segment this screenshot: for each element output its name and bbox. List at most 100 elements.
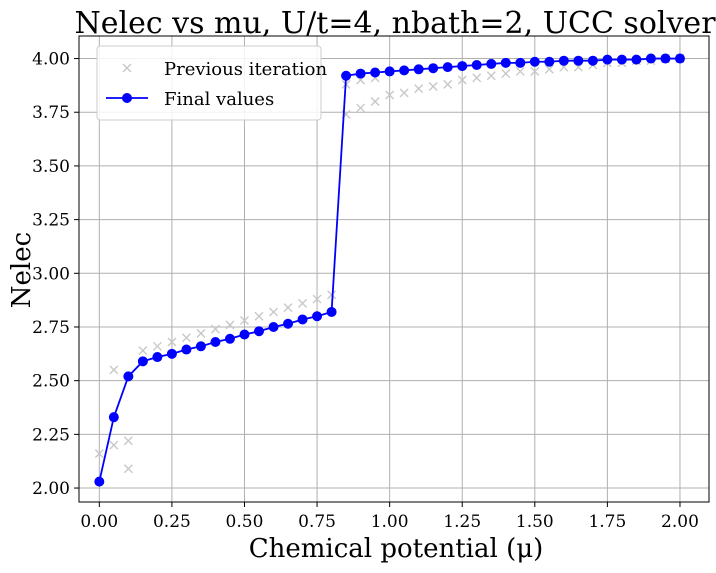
final-values-point [413, 64, 424, 75]
previous-iteration-point [298, 298, 308, 308]
final-values-point [312, 311, 323, 322]
final-values-point [195, 341, 206, 352]
previous-iteration-point [414, 84, 424, 94]
final-values-point [515, 57, 526, 68]
previous-iteration-point [356, 103, 366, 113]
y-tick-label: 2.00 [32, 479, 70, 499]
final-values-point [137, 356, 148, 367]
final-values-point [428, 63, 439, 74]
previous-iteration-point [283, 303, 293, 313]
previous-iteration-point [152, 341, 162, 351]
legend-dot-marker-icon [122, 93, 132, 103]
plot-area-frame [78, 35, 710, 503]
chart-title: Nelec vs mu, U/t=4, nbath=2, UCC solver [74, 6, 716, 41]
y-tick-label: 3.25 [32, 211, 70, 231]
previous-iteration-point [225, 320, 235, 330]
previous-iteration-point [312, 294, 322, 304]
final-values-point [166, 348, 177, 359]
y-tick-label: 2.25 [32, 425, 70, 445]
final-values-point [254, 326, 264, 337]
final-values-point [210, 337, 221, 348]
final-values-point [108, 412, 119, 423]
previous-iteration-point [544, 64, 554, 74]
previous-iteration-point [269, 307, 279, 317]
y-tick-label: 3.00 [32, 264, 70, 284]
x-tick-label: 1.25 [443, 512, 481, 532]
previous-iteration-point [94, 449, 104, 459]
final-values-point [486, 58, 497, 69]
final-values-point [297, 314, 308, 325]
axis-ticks: 0.00 0.25 0.50 0.75 1.00 1.25 1.50 1.75 2.00 2.00… [32, 50, 699, 532]
previous-iteration-point [530, 66, 540, 76]
final-values-point [674, 53, 685, 64]
y-axis-label: Nelec [7, 232, 37, 308]
y-tick-label: 4.00 [32, 50, 70, 70]
final-values-point [442, 62, 453, 73]
x-tick-label: 0.00 [80, 512, 118, 532]
final-values-point [631, 54, 642, 65]
final-values-point [471, 59, 482, 70]
legend-label-previous-iteration: Previous iteration [164, 59, 327, 80]
final-values-point [239, 329, 250, 340]
x-tick-label: 1.00 [371, 512, 409, 532]
final-values-series [94, 53, 685, 487]
legend-item-previous-iteration: Previous iteration [122, 59, 327, 80]
final-values-point [181, 344, 192, 355]
final-values-point [573, 55, 584, 66]
y-tick-label: 3.50 [32, 157, 70, 177]
previous-iteration-point [109, 365, 119, 375]
legend-x-marker [122, 63, 132, 73]
previous-iteration-point [123, 436, 133, 446]
y-tick-label: 2.75 [32, 318, 70, 338]
x-tick-label: 2.00 [661, 512, 699, 532]
previous-iteration-point [210, 324, 220, 334]
previous-iteration-point [239, 316, 249, 326]
legend-item-final-values: Final values [106, 89, 274, 110]
previous-iteration-point [428, 81, 438, 91]
previous-iteration-point [443, 79, 453, 89]
final-values-point [152, 352, 163, 363]
y-tick-label: 3.75 [32, 103, 70, 123]
final-values-point [94, 476, 105, 487]
final-values-point [283, 318, 294, 329]
previous-iteration-point [123, 464, 133, 474]
previous-iteration-point [327, 290, 337, 300]
legend: Previous iteration Final values [96, 45, 327, 121]
final-values-point [660, 53, 671, 64]
legend-x-marker-icon [122, 63, 132, 73]
final-values-point [457, 61, 468, 72]
previous-iteration-point [501, 69, 511, 79]
final-values-point [399, 65, 410, 76]
final-values-point [645, 53, 656, 64]
x-tick-label: 0.25 [153, 512, 191, 532]
final-values-point [500, 57, 511, 68]
previous-iteration-point [254, 311, 264, 321]
final-values-point [224, 333, 235, 344]
y-tick-label: 2.50 [32, 372, 70, 392]
legend-label-final-values: Final values [164, 89, 274, 110]
final-values-point [326, 306, 337, 317]
x-tick-label: 1.75 [588, 512, 626, 532]
final-values-point [384, 66, 395, 77]
previous-iteration-point [196, 328, 206, 338]
previous-iteration-point [167, 337, 177, 347]
final-values-point [370, 67, 381, 78]
final-values-point [602, 54, 613, 65]
final-values-point [616, 54, 627, 65]
x-axis-label: Chemical potential (μ) [249, 534, 544, 564]
x-tick-label: 0.50 [226, 512, 264, 532]
final-values-point [558, 55, 569, 66]
previous-iteration-point [138, 346, 148, 356]
final-values-point [544, 56, 555, 67]
previous-iteration-point [181, 333, 191, 343]
final-values-point [587, 55, 598, 66]
final-values-point [123, 371, 134, 382]
final-values-point [341, 70, 352, 81]
previous-iteration-point [457, 75, 467, 85]
x-tick-label: 0.75 [298, 512, 336, 532]
x-tick-label: 1.50 [516, 512, 554, 532]
previous-iteration-point [370, 97, 380, 106]
previous-iteration-point [399, 88, 409, 98]
previous-iteration-point [385, 90, 395, 100]
